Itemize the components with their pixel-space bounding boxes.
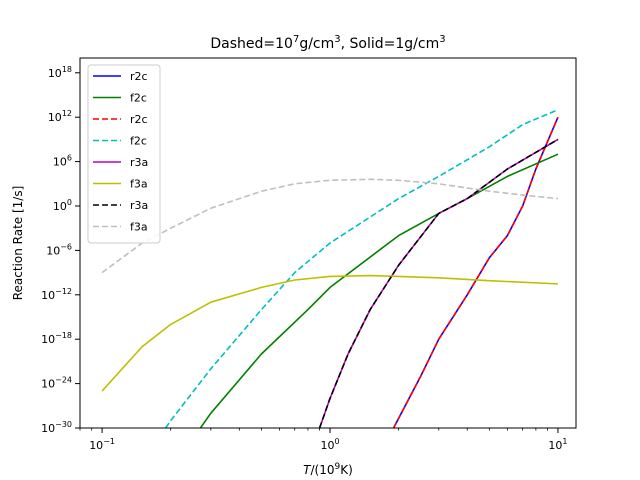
- title-exp1: 7: [293, 34, 299, 45]
- y-tick-label: 10−18: [41, 331, 72, 346]
- x-axis-label-exp: 9: [335, 462, 341, 472]
- series-line-r2c-dashed: [392, 116, 559, 428]
- y-tick-exp: −18: [55, 331, 72, 340]
- title-middle: g/cm: [299, 36, 334, 52]
- y-tick-exp: −6: [60, 242, 72, 251]
- title-prefix: Dashed=10: [210, 36, 293, 52]
- chart-title: Dashed=107g/cm3, Solid=1g/cm3: [210, 34, 445, 52]
- legend: r2c f2c r2c f2c r3a f3a r3a f3a: [87, 64, 161, 244]
- x-tick-label: 101: [548, 437, 567, 452]
- x-tick-exp: 1: [562, 437, 567, 446]
- x-tick-exp: −1: [103, 437, 115, 446]
- y-tick-label: 10−6: [46, 242, 72, 257]
- y-tick-base: 10: [53, 156, 67, 169]
- series-line-f3a-dashed: [101, 178, 559, 274]
- y-tick-exp: 12: [62, 109, 72, 118]
- y-tick-base: 10: [53, 200, 67, 213]
- y-tick-label: 10−30: [41, 420, 72, 435]
- legend-label: f2c: [130, 135, 147, 148]
- plot-area: [80, 58, 576, 428]
- axis-ticks: 10−1 100 10110−3010−2410−1810−1210−6100106…: [41, 65, 567, 452]
- legend-label: r2c: [130, 113, 148, 126]
- y-tick-base: 10: [46, 244, 60, 257]
- x-tick-label: 100: [320, 437, 339, 452]
- x-axis-label-rest: /(10: [311, 463, 335, 477]
- y-tick-label: 100: [53, 198, 72, 213]
- y-tick-label: 10−24: [41, 376, 72, 391]
- x-tick-base: 10: [548, 439, 562, 452]
- y-tick-base: 10: [48, 67, 62, 80]
- legend-box: [87, 64, 161, 244]
- y-tick-base: 10: [48, 111, 62, 124]
- series-line-f2c-dashed: [164, 109, 559, 428]
- title-sep: , Solid=1g/cm: [341, 36, 440, 52]
- x-axis-label-var: T: [303, 463, 312, 477]
- y-axis-label: Reaction Rate [1/s]: [11, 186, 25, 301]
- x-tick-label: 10−1: [89, 437, 115, 452]
- x-axis-label: T/(109K): [303, 462, 353, 477]
- series-line-f2c-solid: [199, 153, 559, 428]
- y-tick-base: 10: [41, 333, 55, 346]
- x-tick-base: 10: [320, 439, 334, 452]
- y-tick-exp: −24: [55, 376, 72, 385]
- plot-frame: [79, 57, 577, 429]
- title-exp3: 3: [439, 34, 445, 45]
- y-tick-base: 10: [41, 289, 55, 302]
- y-tick-base: 10: [41, 378, 55, 391]
- x-axis-label-end: K): [340, 463, 353, 477]
- legend-label: f3a: [130, 178, 148, 191]
- series-layer: [101, 109, 559, 428]
- legend-label: r3a: [130, 156, 148, 169]
- y-tick-exp: 18: [62, 65, 72, 74]
- y-tick-exp: −30: [55, 420, 72, 429]
- y-tick-exp: 6: [67, 154, 72, 163]
- y-tick-exp: −12: [55, 287, 72, 296]
- y-tick-exp: 0: [67, 198, 72, 207]
- x-tick-base: 10: [89, 439, 103, 452]
- y-tick-label: 1012: [48, 109, 72, 124]
- title-exp2: 3: [334, 34, 340, 45]
- series-line-f3a-solid: [101, 274, 558, 392]
- x-tick-exp: 0: [334, 437, 339, 446]
- legend-label: r3a: [130, 199, 148, 212]
- series-line-r3a-dashed: [318, 138, 559, 428]
- legend-label: f3a: [130, 221, 148, 234]
- y-tick-base: 10: [41, 422, 55, 435]
- legend-label: f2c: [130, 92, 147, 105]
- y-tick-label: 106: [53, 154, 72, 169]
- legend-label: r2c: [130, 70, 148, 83]
- y-tick-label: 10−12: [41, 287, 72, 302]
- y-tick-label: 1018: [48, 65, 72, 80]
